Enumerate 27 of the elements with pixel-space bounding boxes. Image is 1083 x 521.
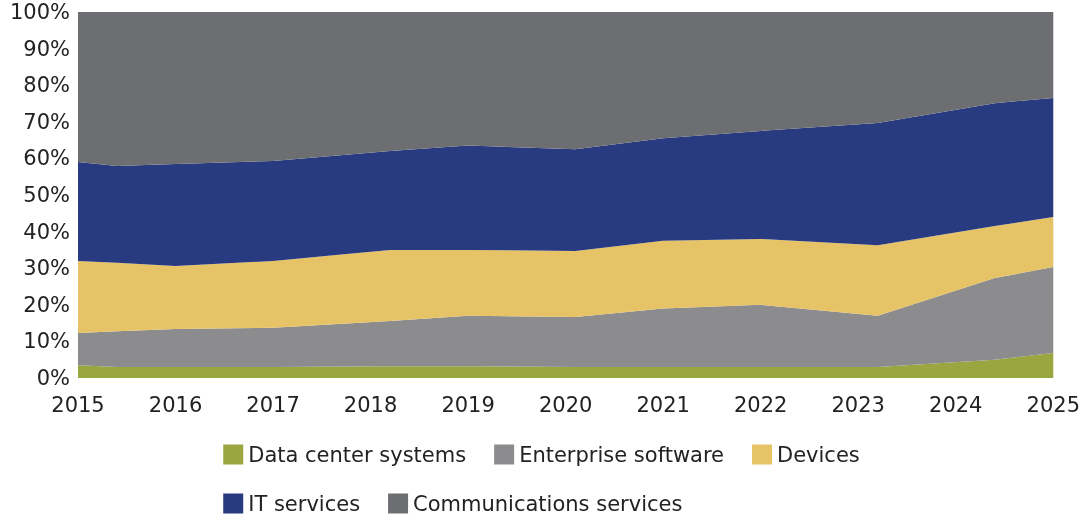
x-tick-label: 2015 [51, 392, 105, 417]
x-tick-label: 2016 [148, 392, 203, 417]
y-tick-label: 0% [36, 366, 70, 390]
legend-label: Enterprise software [519, 442, 725, 467]
legend-label: IT services [248, 491, 361, 516]
y-tick-label: 20% [23, 292, 70, 317]
x-tick-label: 2024 [929, 392, 983, 417]
y-tick-label: 50% [23, 183, 70, 207]
y-tick-label: 100% [9, 0, 70, 24]
legend-label: Data center systems [248, 442, 467, 467]
x-tick-label: 2025 [1026, 392, 1080, 417]
x-tick-label: 2023 [831, 392, 885, 417]
legend-label: Communications services [413, 491, 683, 516]
y-tick-label: 30% [23, 256, 70, 281]
x-tick-label: 2017 [246, 392, 300, 417]
x-tick-label: 2022 [733, 392, 788, 417]
x-tick-label: 2019 [441, 392, 495, 417]
y-tick-label: 70% [23, 109, 70, 134]
y-tick-label: 10% [23, 329, 70, 354]
y-tick-label: 80% [23, 73, 70, 98]
y-tick-label: 60% [23, 146, 70, 171]
legend-label: Devices [777, 442, 860, 467]
x-tick-label: 2018 [343, 392, 398, 417]
x-tick-label: 2020 [538, 392, 593, 417]
x-tick-label: 2021 [636, 392, 690, 417]
y-tick-label: 40% [23, 219, 70, 244]
y-tick-label: 90% [23, 36, 70, 61]
